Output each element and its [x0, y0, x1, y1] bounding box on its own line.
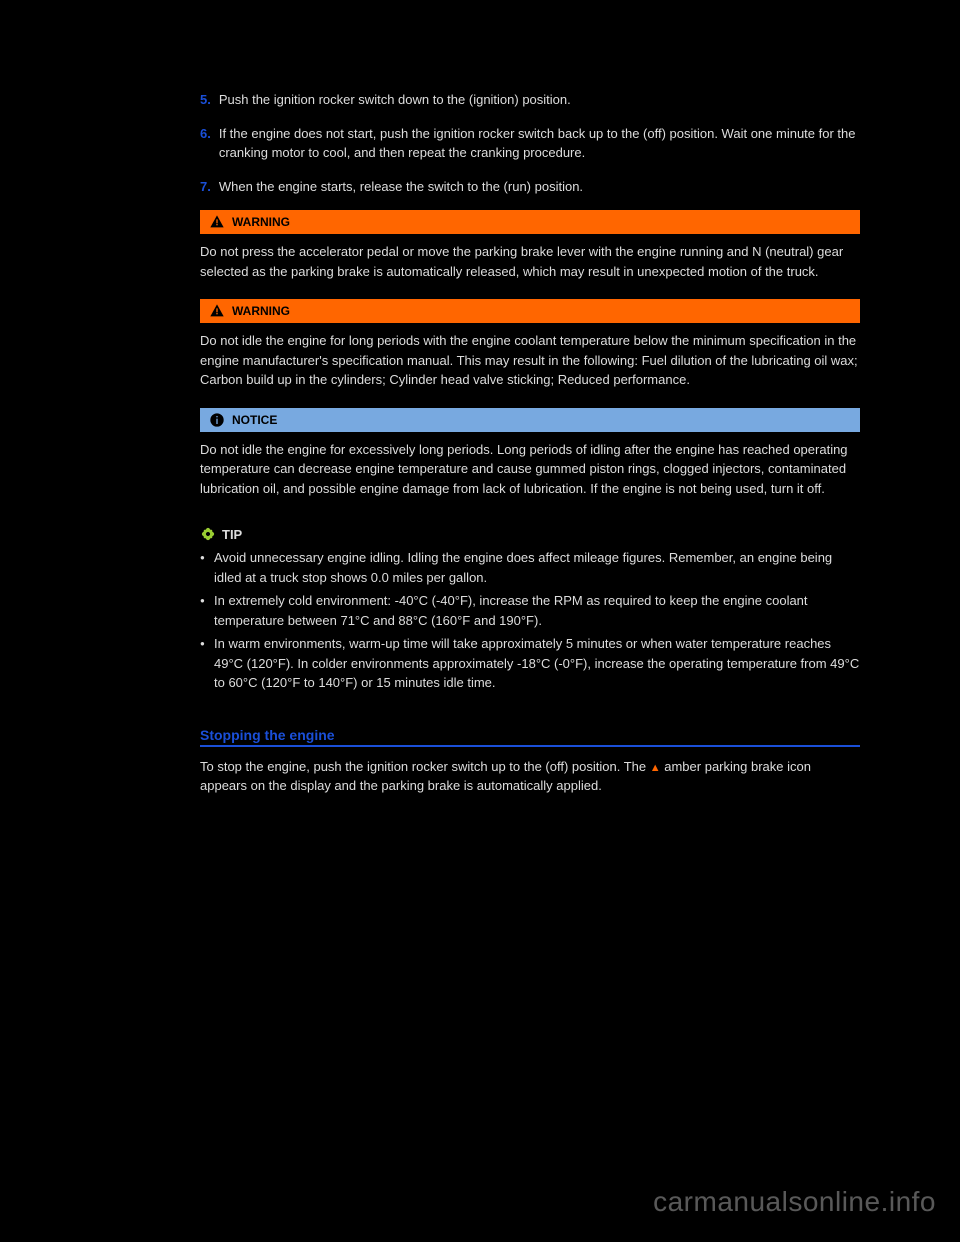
warning-callout-1: WARNING Do not press the accelerator ped… — [200, 210, 860, 291]
manual-page: 5. Push the ignition rocker switch down … — [0, 0, 960, 836]
notice-header: NOTICE — [200, 408, 860, 432]
warning-triangle-icon — [208, 214, 226, 230]
notice-callout: NOTICE Do not idle the engine for excess… — [200, 408, 860, 509]
notice-body: Do not idle the engine for excessively l… — [200, 432, 860, 509]
step-text: When the engine starts, release the swit… — [219, 177, 860, 197]
step-text: If the engine does not start, push the i… — [219, 124, 860, 163]
step-7: 7. When the engine starts, release the s… — [200, 177, 860, 197]
warning-callout-2: WARNING Do not idle the engine for long … — [200, 299, 860, 400]
notice-label: NOTICE — [232, 413, 277, 427]
step-number: 7. — [200, 177, 211, 197]
tip-header: TIP — [200, 526, 860, 542]
tip-body: Avoid unnecessary engine idling. Idling … — [200, 548, 860, 693]
step-text: Push the ignition rocker switch down to … — [219, 90, 860, 110]
step-5: 5. Push the ignition rocker switch down … — [200, 90, 860, 110]
step-number: 6. — [200, 124, 211, 163]
warning-triangle-icon: ▲ — [650, 762, 661, 774]
section-body-prefix: To stop the engine, push the ignition ro… — [200, 759, 650, 774]
step-number: 5. — [200, 90, 211, 110]
warning-label: WARNING — [232, 304, 290, 318]
warning-header: WARNING — [200, 299, 860, 323]
tip-item: Avoid unnecessary engine idling. Idling … — [200, 548, 860, 587]
flower-icon — [200, 526, 216, 542]
tip-item: In extremely cold environment: -40°C (-4… — [200, 591, 860, 630]
warning-body: Do not press the accelerator pedal or mo… — [200, 234, 860, 291]
warning-body: Do not idle the engine for long periods … — [200, 323, 860, 400]
warning-label: WARNING — [232, 215, 290, 229]
section-heading: Stopping the engine — [200, 727, 860, 743]
watermark: carmanualsonline.info — [653, 1186, 936, 1218]
notice-circle-icon — [208, 412, 226, 428]
step-6: 6. If the engine does not start, push th… — [200, 124, 860, 163]
warning-header: WARNING — [200, 210, 860, 234]
section-body: To stop the engine, push the ignition ro… — [200, 757, 860, 796]
section-rule — [200, 745, 860, 747]
tip-block: TIP Avoid unnecessary engine idling. Idl… — [200, 526, 860, 693]
tip-item: In warm environments, warm-up time will … — [200, 634, 860, 693]
tip-label: TIP — [222, 527, 242, 542]
warning-triangle-icon — [208, 303, 226, 319]
